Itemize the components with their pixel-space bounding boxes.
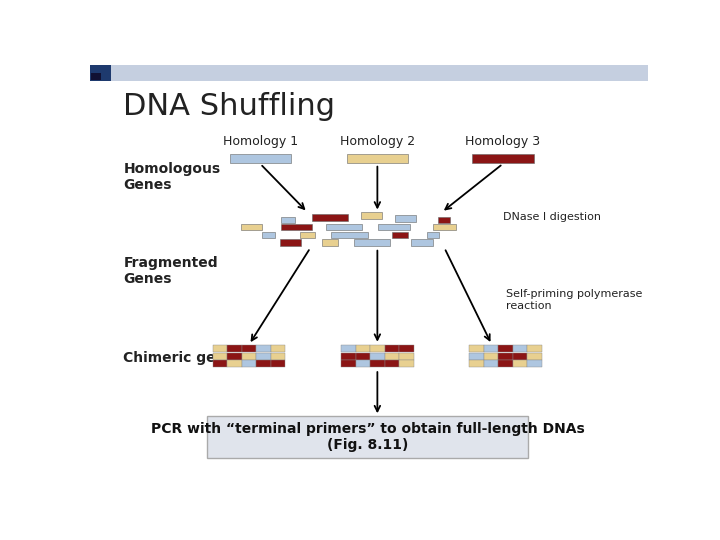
- Bar: [399, 353, 414, 360]
- Text: Chimeric genes: Chimeric genes: [124, 351, 244, 365]
- Bar: [498, 353, 513, 360]
- Bar: [378, 224, 410, 230]
- Bar: [281, 224, 312, 230]
- Bar: [281, 217, 295, 223]
- Bar: [484, 360, 498, 367]
- Bar: [230, 154, 291, 163]
- Bar: [427, 232, 439, 238]
- Bar: [411, 239, 433, 246]
- Bar: [271, 360, 285, 367]
- Bar: [356, 346, 370, 352]
- Text: DNA Shuffling: DNA Shuffling: [124, 92, 336, 121]
- Bar: [90, 65, 111, 80]
- Bar: [341, 353, 356, 360]
- Bar: [528, 346, 542, 352]
- Bar: [356, 353, 370, 360]
- Bar: [228, 346, 242, 352]
- Text: PCR with “terminal primers” to obtain full-length DNAs
(Fig. 8.11): PCR with “terminal primers” to obtain fu…: [150, 422, 585, 452]
- Bar: [242, 360, 256, 367]
- Bar: [469, 353, 484, 360]
- Text: Homology 1: Homology 1: [222, 135, 298, 148]
- Bar: [370, 353, 384, 360]
- Bar: [484, 346, 498, 352]
- Bar: [384, 346, 399, 352]
- Bar: [242, 353, 256, 360]
- Bar: [513, 360, 528, 367]
- Bar: [256, 346, 271, 352]
- Bar: [395, 215, 416, 222]
- Bar: [354, 239, 390, 246]
- Bar: [91, 73, 101, 80]
- Bar: [469, 346, 484, 352]
- Bar: [312, 214, 348, 221]
- Bar: [513, 346, 528, 352]
- Bar: [384, 353, 399, 360]
- Text: Fragmented
Genes: Fragmented Genes: [124, 255, 218, 286]
- Bar: [241, 224, 262, 230]
- Bar: [331, 232, 368, 238]
- Text: DNase I digestion: DNase I digestion: [503, 212, 601, 221]
- Bar: [213, 346, 228, 352]
- Bar: [438, 217, 451, 223]
- Bar: [384, 360, 399, 367]
- Bar: [528, 353, 542, 360]
- Bar: [399, 346, 414, 352]
- Bar: [271, 346, 285, 352]
- Bar: [433, 224, 456, 230]
- Bar: [399, 360, 414, 367]
- Bar: [392, 232, 408, 238]
- Text: Self-priming polymerase
reaction: Self-priming polymerase reaction: [505, 289, 642, 310]
- Bar: [256, 353, 271, 360]
- Bar: [322, 239, 338, 246]
- Bar: [242, 346, 256, 352]
- Bar: [347, 154, 408, 163]
- Bar: [528, 360, 542, 367]
- Bar: [484, 353, 498, 360]
- Bar: [213, 353, 228, 360]
- Bar: [325, 224, 362, 230]
- Text: Homology 2: Homology 2: [340, 135, 415, 148]
- Bar: [213, 360, 228, 367]
- Bar: [228, 360, 242, 367]
- Bar: [498, 360, 513, 367]
- Text: Homologous
Genes: Homologous Genes: [124, 162, 220, 192]
- Bar: [341, 360, 356, 367]
- Bar: [262, 232, 275, 238]
- Bar: [271, 353, 285, 360]
- Bar: [370, 346, 384, 352]
- Bar: [472, 154, 534, 163]
- Bar: [280, 239, 302, 246]
- Bar: [361, 212, 382, 219]
- Bar: [498, 346, 513, 352]
- Bar: [513, 353, 528, 360]
- Bar: [370, 360, 384, 367]
- FancyBboxPatch shape: [207, 416, 528, 458]
- Text: Homology 3: Homology 3: [465, 135, 541, 148]
- Bar: [90, 65, 648, 80]
- Bar: [469, 360, 484, 367]
- Bar: [341, 346, 356, 352]
- Bar: [300, 232, 315, 238]
- Bar: [228, 353, 242, 360]
- Bar: [256, 360, 271, 367]
- Bar: [356, 360, 370, 367]
